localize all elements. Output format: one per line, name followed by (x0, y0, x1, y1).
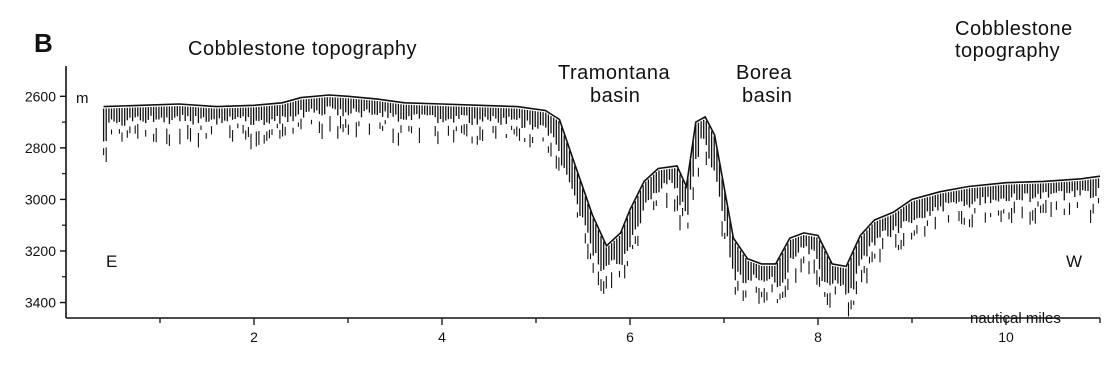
direction-west-label: W (1066, 252, 1083, 271)
y-tick-label: 3200 (25, 243, 56, 259)
seafloor-profile-line (103, 94, 1101, 268)
y-tick-label: 2800 (25, 140, 56, 156)
annotation-cobblestone-right-line2: topography (955, 40, 1061, 62)
x-tick-label: 4 (438, 329, 446, 345)
seismic-reflection-hatching (102, 97, 1100, 317)
annotation-tramontana-line1: Tramontana (558, 62, 671, 84)
chart-ticks: 2600 2800 3000 3200 3400 2 4 6 8 10 (25, 88, 1101, 345)
x-tick-label: 2 (250, 329, 258, 345)
x-tick-label: 6 (626, 329, 634, 345)
annotation-borea-line2: basin (742, 85, 793, 107)
annotation-cobblestone-right-line1: Cobblestone (955, 18, 1073, 40)
y-tick-label: 3400 (25, 295, 56, 311)
direction-east-label: E (106, 252, 118, 271)
annotation-borea-line1: Borea (736, 62, 792, 84)
y-axis-unit-label: m (76, 90, 89, 107)
x-tick-label: 10 (998, 329, 1014, 345)
chart-axes (65, 66, 1100, 319)
y-tick-label: 3000 (25, 191, 56, 207)
x-axis-label: nautical miles (970, 310, 1061, 327)
panel-letter: B (34, 28, 53, 58)
annotation-tramontana-line2: basin (590, 85, 641, 107)
annotation-cobblestone-left: Cobblestone topography (188, 38, 417, 60)
x-tick-label: 8 (814, 329, 822, 345)
y-tick-label: 2600 (25, 88, 56, 104)
